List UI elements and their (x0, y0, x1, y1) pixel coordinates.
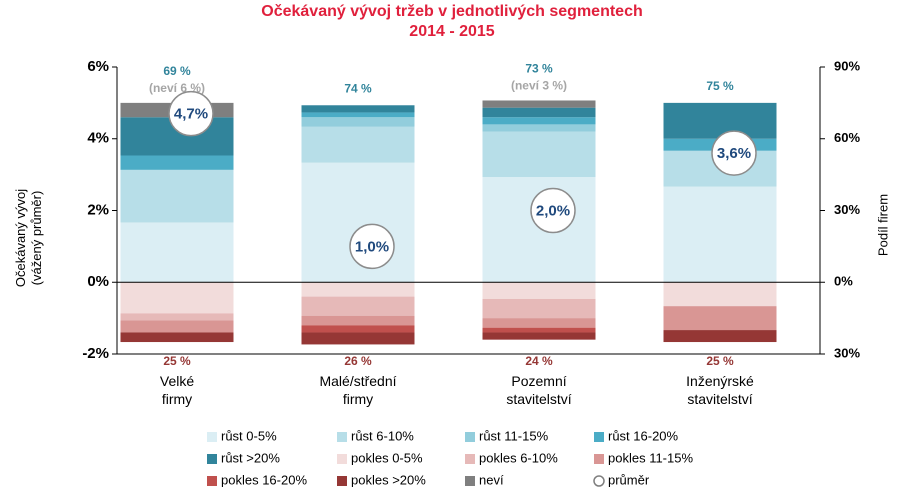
legend-swatch (207, 454, 217, 464)
bar-segment (482, 100, 596, 108)
bar-segment (301, 112, 415, 118)
chart-subtitle: 2014 - 2015 (409, 23, 495, 40)
x-tick-label: Velké firmy (160, 373, 194, 407)
legend-label: růst 16-20% (608, 428, 679, 443)
bar-segment (301, 117, 415, 127)
bar-segment (482, 327, 596, 333)
bar-segment (482, 298, 596, 319)
y2-tick-label: 30% (834, 202, 860, 217)
growth-total-label: 74 % (344, 81, 372, 95)
bar-segment (301, 332, 415, 345)
legend-swatch (465, 432, 475, 442)
bar-segment (663, 186, 777, 283)
bar-segment (482, 131, 596, 178)
bar-segment (301, 282, 415, 297)
decline-total-label: 26 % (344, 354, 372, 368)
x-tick-label: Pozemní stavitelství (506, 373, 571, 407)
average-label: 3,6% (717, 145, 751, 162)
bar-segment (301, 325, 415, 333)
y-tick-label: 6% (87, 58, 109, 75)
legend-label: pokles >20% (351, 472, 426, 487)
legend-swatch (337, 432, 347, 442)
y-tick-label: 0% (87, 273, 109, 290)
average-marker (530, 187, 576, 234)
legend-label: pokles 0-5% (351, 450, 423, 465)
bar-segment (301, 105, 415, 113)
legend-label: pokles 16-20% (221, 472, 307, 487)
y-tick-label: 2% (87, 201, 109, 218)
y2-axis-label: Podíl firem (875, 194, 890, 256)
bar-segment (301, 162, 415, 283)
legend-swatch (465, 476, 475, 486)
bar-segment (301, 296, 415, 316)
bar-segment (663, 102, 777, 139)
unknown-label: (neví 3 %) (511, 79, 567, 93)
bar-segment (120, 155, 234, 170)
y-tick-label: -2% (82, 345, 109, 362)
bar-segment (482, 318, 596, 328)
y-tick-label: 4% (87, 130, 109, 147)
average-marker (711, 130, 757, 176)
bar-segment (120, 313, 234, 321)
legend-label: růst 0-5% (221, 428, 277, 443)
average-marker (168, 90, 214, 137)
bar-segment (120, 169, 234, 223)
legend-swatch (207, 432, 217, 442)
chart-title: Očekávaný vývoj tržeb v jednotlivých seg… (261, 3, 643, 20)
bar-segment (663, 330, 777, 343)
bar-segment (301, 126, 415, 163)
growth-total-label: 73 % (525, 62, 553, 76)
bar-segment (120, 320, 234, 333)
bar-segment (663, 306, 777, 331)
legend-swatch (207, 476, 217, 486)
legend-marker (593, 475, 605, 487)
y2-tick-label: 90% (834, 58, 860, 73)
y2-tick-label: 30% (834, 345, 860, 360)
decline-total-label: 25 % (163, 354, 191, 368)
bar-segment (482, 282, 596, 299)
bar-segment (482, 117, 596, 125)
growth-total-label: 69 % (163, 64, 191, 78)
y2-tick-label: 0% (834, 274, 853, 289)
legend-swatch (594, 454, 604, 464)
decline-total-label: 25 % (706, 354, 734, 368)
legend-swatch (337, 476, 347, 486)
x-tick-label: Malé/střední firmy (319, 373, 396, 407)
y-axis-label: Očekávaný vývoj(vážený průměr) (13, 189, 44, 287)
legend-label: pokles 11-15% (608, 450, 693, 465)
legend-swatch (594, 432, 604, 442)
growth-total-label: 75 % (706, 79, 734, 93)
y2-tick-label: 60% (834, 130, 860, 145)
legend-label: pokles 6-10% (479, 450, 558, 465)
x-tick-label: Inženýrské stavitelství (686, 373, 754, 407)
bar-segment (663, 282, 777, 307)
bar-segment (482, 107, 596, 118)
average-label: 2,0% (536, 202, 570, 219)
legend-label: růst >20% (221, 450, 280, 465)
legend-label: růst 11-15% (479, 428, 549, 443)
bar-segment (482, 124, 596, 132)
average-marker (349, 223, 395, 270)
average-label: 4,7% (174, 106, 208, 123)
legend-swatch (465, 454, 475, 464)
bar-segment (301, 315, 415, 326)
average-label: 1,0% (355, 238, 389, 255)
decline-total-label: 24 % (525, 354, 553, 368)
legend-label: průměr (608, 472, 650, 487)
bar-segment (120, 222, 234, 283)
bar-segment (120, 282, 234, 314)
legend-label: růst 6-10% (351, 428, 414, 443)
bar-segment (482, 332, 596, 340)
legend-label: neví (479, 472, 504, 487)
legend-swatch (337, 454, 347, 464)
bar-segment (120, 332, 234, 343)
